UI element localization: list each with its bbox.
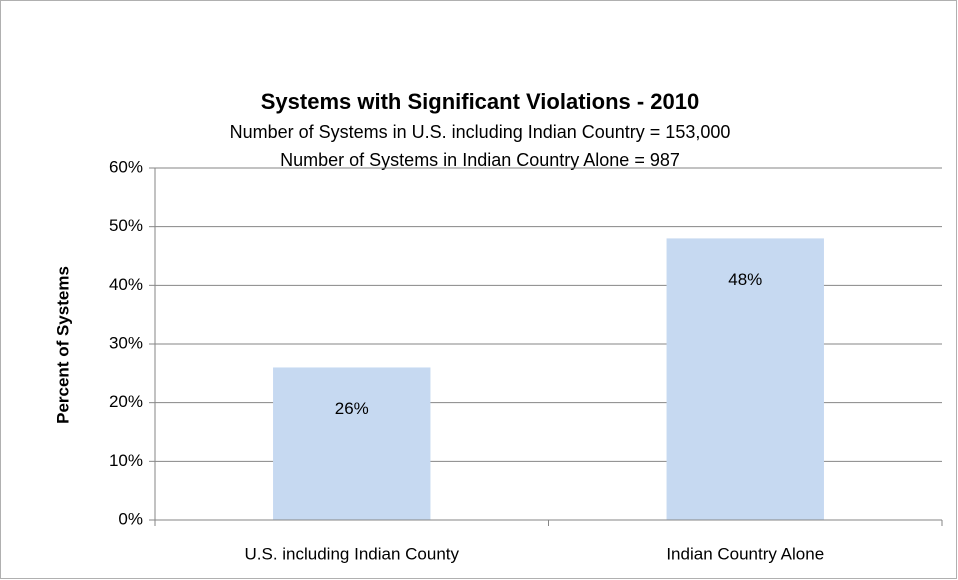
y-tick-label: 30% — [109, 333, 143, 352]
chart-subtitle: Number of Systems in Indian Country Alon… — [280, 150, 680, 170]
data-label: 48% — [728, 270, 762, 289]
y-axis-label: Percent of Systems — [53, 266, 72, 424]
chart-title: Systems with Significant Violations - 20… — [261, 89, 700, 114]
data-label: 26% — [335, 399, 369, 418]
bar — [666, 238, 824, 520]
chart-subtitle: Number of Systems in U.S. including Indi… — [230, 122, 731, 142]
y-tick-label: 50% — [109, 216, 143, 235]
x-tick-label: U.S. including Indian County — [244, 544, 459, 563]
y-tick-label: 0% — [118, 509, 143, 528]
y-tick-label: 20% — [109, 392, 143, 411]
y-tick-label: 10% — [109, 451, 143, 470]
y-tick-label: 40% — [109, 275, 143, 294]
x-tick-label: Indian Country Alone — [666, 544, 824, 563]
bar — [273, 367, 431, 520]
y-tick-label: 60% — [109, 157, 143, 176]
